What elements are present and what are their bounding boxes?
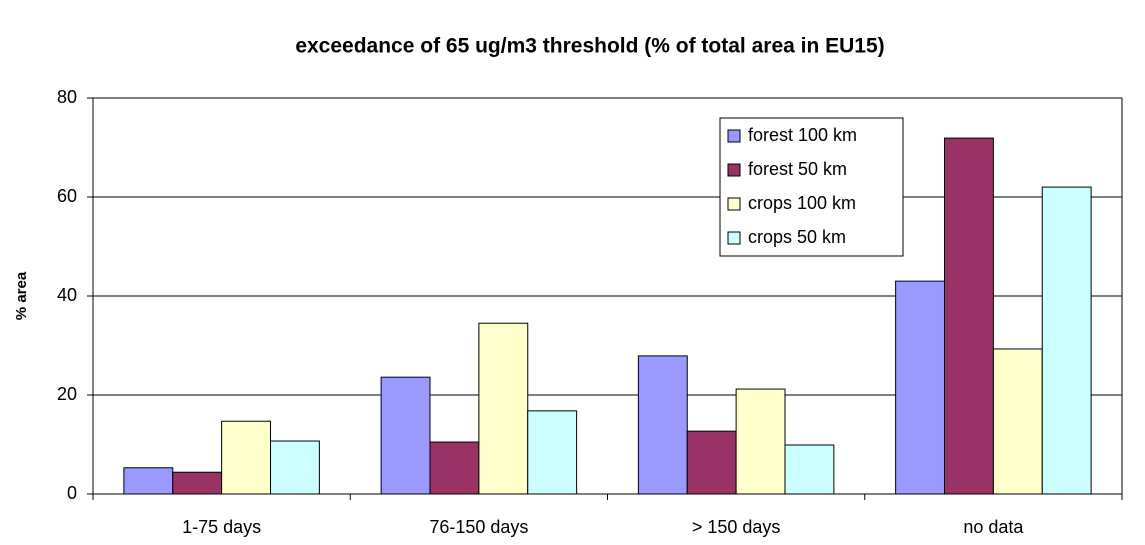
bar (123, 467, 174, 495)
legend-swatch (727, 163, 741, 177)
legend-box (719, 117, 904, 257)
bar (784, 444, 835, 495)
legend-swatch (727, 129, 741, 143)
x-tick-label: 76-150 days (429, 517, 528, 537)
legend-label: crops 100 km (748, 193, 856, 213)
chart-title: exceedance of 65 ug/m3 threshold (% of t… (295, 35, 884, 58)
bar (221, 420, 272, 495)
bar (380, 376, 431, 495)
legend-label: forest 100 km (748, 125, 857, 145)
y-tick-label: 20 (57, 384, 77, 404)
bar (895, 280, 945, 495)
x-tick-label: 1-75 days (182, 517, 261, 537)
x-tick-label: no data (963, 517, 1024, 537)
y-tick-label: 0 (67, 483, 77, 503)
bar (735, 388, 786, 495)
bar (172, 471, 223, 495)
bar (270, 440, 320, 495)
y-tick-label: 40 (57, 285, 77, 305)
y-axis-label: % area (13, 271, 30, 320)
legend-swatch (727, 197, 741, 211)
bar (1041, 186, 1092, 495)
bar (478, 322, 529, 495)
bar (637, 355, 688, 495)
bar (527, 410, 578, 495)
legend: forest 100 km forest 50 km crops 100 km cro… (719, 117, 904, 257)
legend-label: forest 50 km (748, 159, 847, 179)
y-tick-label: 60 (57, 186, 77, 206)
bar (686, 430, 737, 495)
bar (429, 441, 480, 495)
legend-label: crops 50 km (748, 227, 846, 247)
bar (992, 348, 1043, 495)
legend-swatch (727, 231, 741, 245)
x-tick-label: > 150 days (692, 517, 781, 537)
y-tick-label: 80 (57, 87, 77, 107)
bar (943, 137, 994, 495)
